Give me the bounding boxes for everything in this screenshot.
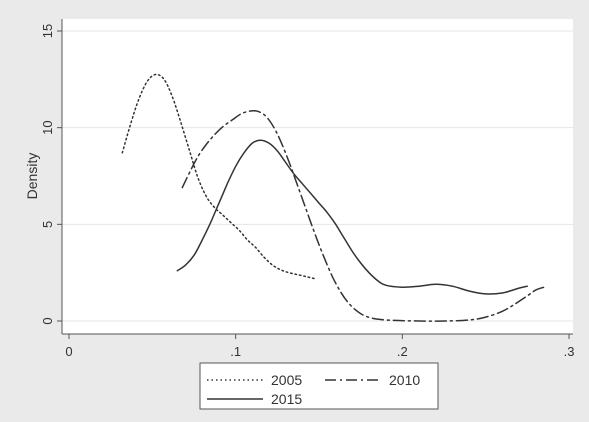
legend-label-2010: 2010 — [389, 372, 420, 388]
x-tick-label-0: 0 — [65, 344, 72, 359]
series-line-2005 — [121, 73, 315, 280]
y-tick-label-2: 10 — [40, 120, 55, 134]
y-tick-label-3: 15 — [40, 24, 55, 38]
legend: 2005 2010 2015 — [199, 362, 439, 410]
series-line-2010 — [181, 109, 545, 322]
axis-layer: 0 5 10 15 0 .1 .2 .3 — [40, 19, 574, 359]
series-line-2015 — [176, 139, 529, 295]
legend-label-2015: 2015 — [271, 391, 302, 407]
y-tick-label-0: 0 — [40, 317, 55, 324]
y-axis-label: Density — [24, 153, 40, 200]
x-tick-label-3: .3 — [564, 344, 575, 359]
plot-area — [62, 19, 573, 334]
legend-box — [199, 362, 439, 410]
y-tick-label-1: 5 — [40, 221, 55, 228]
series-layer — [121, 73, 545, 322]
grid-layer — [62, 30, 573, 322]
x-tick-label-2: .2 — [397, 344, 408, 359]
legend-label-2005: 2005 — [271, 372, 302, 388]
x-tick-label-1: .1 — [230, 344, 241, 359]
